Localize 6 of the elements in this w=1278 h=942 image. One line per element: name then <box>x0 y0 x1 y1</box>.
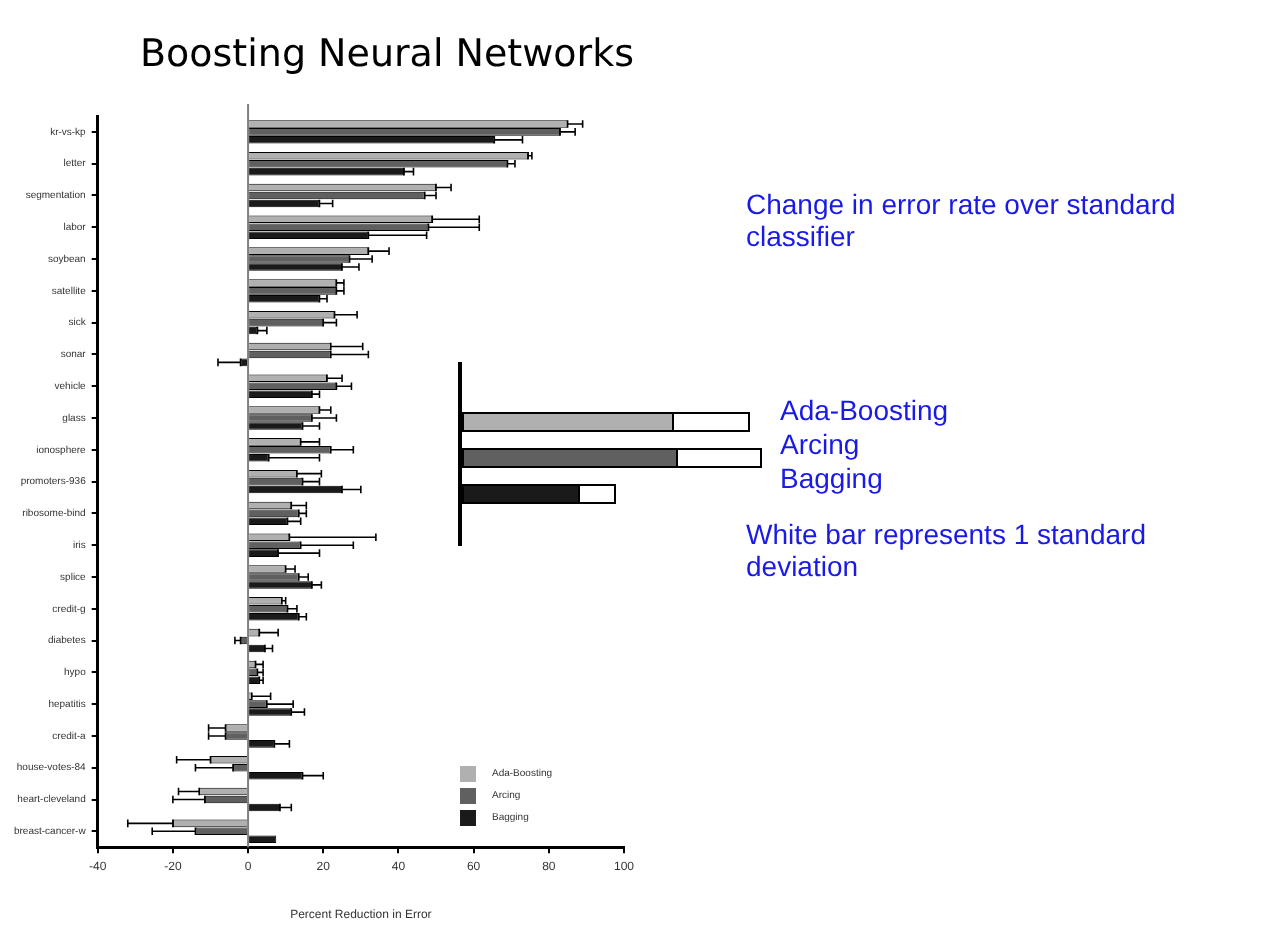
text: Ada-Boosting <box>780 394 951 426</box>
text: Bagging <box>780 462 885 494</box>
text: Arcing <box>780 428 862 460</box>
chart-title: Boosting Neural Networks <box>140 32 634 76</box>
text: White bar represents 1 standard deviation <box>746 518 1148 582</box>
text: Change in error rate over standard classifier <box>746 188 1178 252</box>
